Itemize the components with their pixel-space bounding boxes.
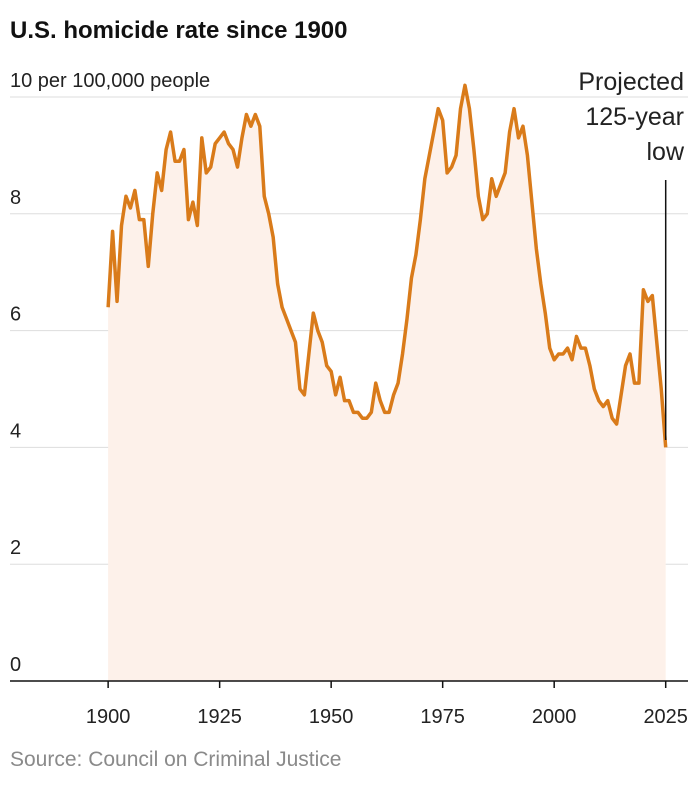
line <box>106 83 668 448</box>
y-tick-label: 4 <box>10 420 21 442</box>
x-tick-label: 1925 <box>197 706 242 728</box>
annotation-text: low <box>646 138 684 166</box>
x-tick-label: 1900 <box>86 706 131 728</box>
source: Source: Council on Criminal Justice <box>10 748 341 771</box>
x-tick-label: 1975 <box>420 706 465 728</box>
area <box>108 85 666 681</box>
y-tick-label: 0 <box>10 654 21 676</box>
y-tick-label: 2 <box>10 537 21 559</box>
chart-title: U.S. homicide rate since 1900 <box>10 17 348 44</box>
annotation-text: 125-year <box>585 103 684 131</box>
x-tick-label: 2000 <box>532 706 577 728</box>
y-tick-label: 8 <box>10 187 21 209</box>
x-tick-label: 2025 <box>643 706 688 728</box>
y-tick-label: 6 <box>10 304 21 326</box>
x-tick-label: 1950 <box>309 706 354 728</box>
annotation-text: Projected <box>578 68 684 96</box>
y-tick-label: 10 per 100,000 people <box>10 70 210 92</box>
